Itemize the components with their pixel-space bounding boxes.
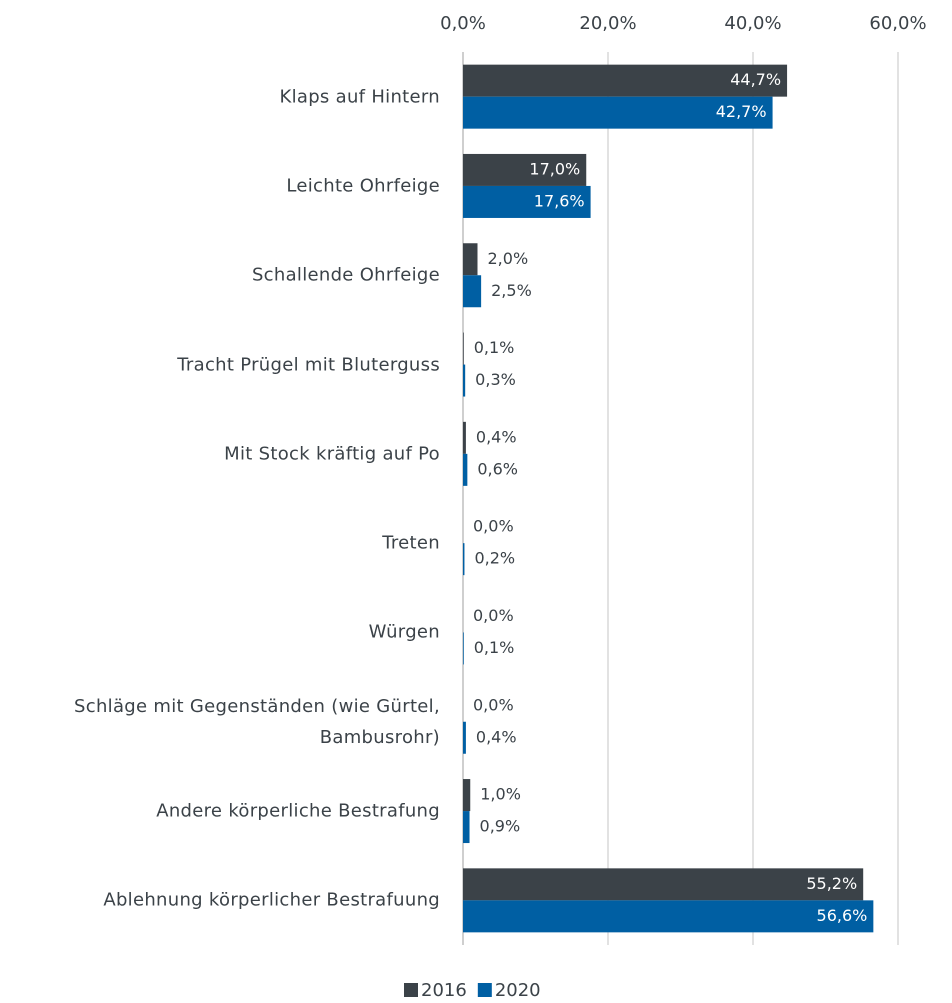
y-tick-label: Klaps auf Hintern — [279, 86, 440, 108]
bar — [463, 811, 470, 844]
data-label: 0,4% — [476, 427, 517, 446]
x-tick-label: 0,0% — [440, 13, 486, 34]
bar — [463, 243, 478, 276]
data-label: 2,5% — [491, 281, 532, 300]
data-label: 42,7% — [716, 102, 767, 121]
x-tick-label: 60,0% — [869, 13, 926, 34]
bar — [463, 332, 464, 365]
data-label: 44,7% — [730, 70, 781, 89]
y-tick-label: Tracht Prügel mit Bluterguss — [177, 354, 440, 376]
bar — [463, 900, 874, 933]
bar — [463, 64, 788, 97]
data-label: 17,0% — [529, 159, 580, 178]
bar — [463, 868, 864, 901]
data-label: 0,0% — [473, 606, 514, 625]
bar — [463, 779, 471, 812]
data-label: 56,6% — [817, 906, 868, 925]
data-label: 0,0% — [473, 695, 514, 714]
y-tick-label: Schläge mit Gegenständen (wie Gürtel, Ba… — [74, 695, 440, 748]
y-tick-label: Mit Stock kräftig auf Po — [224, 443, 440, 465]
data-label: 0,1% — [474, 638, 515, 657]
data-label: 0,6% — [477, 459, 518, 478]
y-tick-label: Ablehnung körperlicher Bestrafuung — [103, 889, 440, 911]
y-tick-label: Schallende Ohrfeige — [251, 264, 440, 286]
data-label: 0,1% — [474, 338, 515, 357]
x-tick-label: 20,0% — [579, 13, 636, 34]
data-label: 55,2% — [806, 874, 857, 893]
bar — [463, 721, 466, 754]
bar — [463, 453, 468, 486]
legend-swatch — [477, 983, 492, 997]
data-label: 2,0% — [488, 249, 529, 268]
data-label: 0,3% — [475, 370, 516, 389]
bar — [463, 364, 466, 397]
bar — [463, 153, 587, 186]
legend-label: 2016 — [421, 980, 467, 1001]
bar — [463, 96, 773, 129]
data-label: 0,0% — [473, 517, 514, 536]
data-label: 1,0% — [480, 785, 521, 804]
bar — [463, 632, 464, 665]
x-tick-label: 40,0% — [724, 13, 781, 34]
legend-label: 2020 — [495, 980, 541, 1001]
data-label: 0,4% — [476, 727, 517, 746]
data-label: 0,2% — [474, 549, 515, 568]
data-label: 0,9% — [480, 817, 521, 836]
data-label: 17,6% — [534, 191, 585, 210]
legend-swatch — [404, 983, 418, 997]
bar — [463, 275, 482, 308]
y-tick-label: Treten — [382, 532, 440, 554]
y-tick-label: Würgen — [368, 621, 440, 643]
bar — [463, 185, 591, 218]
bar — [463, 421, 466, 454]
y-tick-label: Andere körperliche Bestrafung — [156, 800, 440, 822]
y-tick-label: Leichte Ohrfeige — [286, 175, 440, 197]
bar — [463, 543, 465, 576]
